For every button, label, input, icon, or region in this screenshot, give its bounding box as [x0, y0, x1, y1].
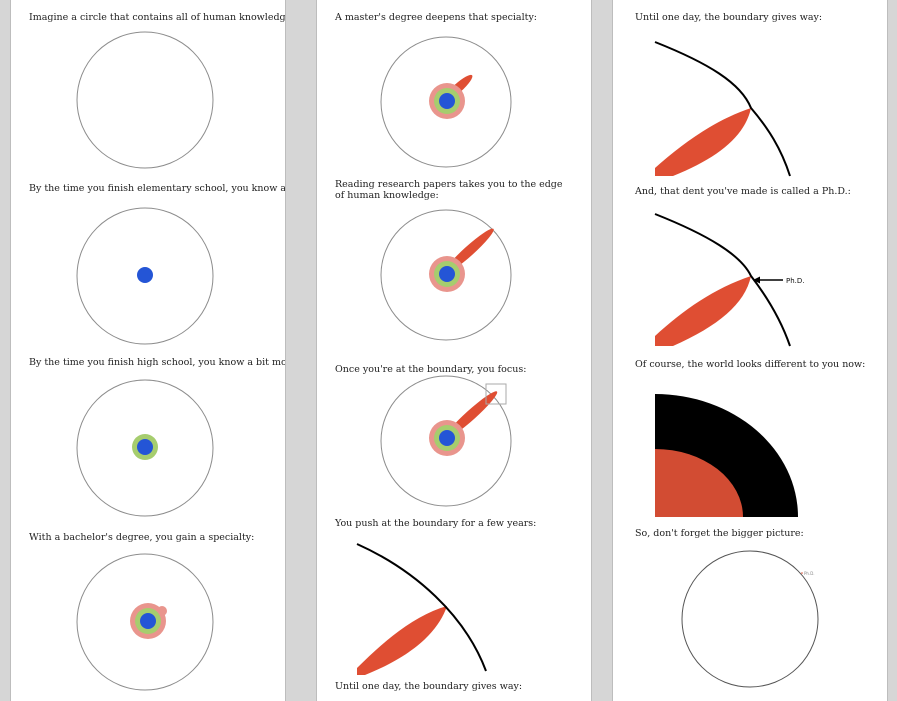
knowledge-circle	[76, 379, 214, 517]
knowledge-boundary	[356, 543, 487, 672]
phd-label: Ph.D.	[786, 277, 805, 285]
elementary-dot	[439, 430, 455, 446]
circle-high-school	[76, 379, 214, 517]
elementary-dot	[140, 613, 156, 629]
caption-high-school: By the time you finish high school, you …	[29, 357, 286, 368]
phd-specialty	[655, 276, 751, 346]
column-3: Until one day, the boundary gives way: A…	[612, 0, 888, 701]
circle-research	[380, 209, 512, 341]
knowledge-circle	[76, 31, 214, 169]
caption-masters: A master's degree deepens that specialty…	[335, 12, 538, 23]
zoom-push	[356, 543, 487, 675]
column-1: Imagine a circle that contains all of hu…	[10, 0, 286, 701]
tiny-phd-dot	[801, 572, 803, 574]
circle-elementary	[76, 207, 214, 345]
knowledge-boundary	[654, 213, 791, 347]
elementary-dot	[439, 266, 455, 282]
knowledge-circle	[380, 209, 512, 341]
knowledge-boundary	[654, 41, 791, 177]
caption-boundary-gives-way: Until one day, the boundary gives way:	[635, 12, 823, 23]
knowledge-circle	[380, 36, 512, 168]
gutter-right	[888, 0, 897, 701]
knowledge-circle	[76, 553, 214, 691]
caption-boundary-gives-way: Until one day, the boundary gives way:	[335, 681, 523, 692]
circle-all-knowledge	[76, 31, 214, 169]
elementary-dot	[137, 267, 153, 283]
caption-elementary: By the time you finish elementary school…	[29, 183, 286, 194]
dent-specialty	[655, 108, 751, 176]
knowledge-circle	[681, 550, 819, 688]
caption-boundary-focus: Once you're at the boundary, you focus:	[335, 364, 527, 375]
zoom-phd: Ph.D.	[654, 213, 805, 347]
gutter-1	[286, 0, 316, 701]
circle-masters	[380, 36, 512, 168]
column-2: A master's degree deepens that specialty…	[316, 0, 592, 701]
caption-push-boundary: You push at the boundary for a few years…	[335, 518, 537, 529]
circle-focus	[380, 375, 512, 507]
circle-bachelors	[76, 553, 214, 691]
push-specialty	[357, 606, 447, 675]
circle-bigger-picture: Ph.D.	[681, 550, 819, 688]
gutter-2	[592, 0, 612, 701]
knowledge-circle	[76, 207, 214, 345]
elementary-dot	[439, 93, 455, 109]
caption-research-papers: Reading research papers takes you to the…	[335, 179, 563, 201]
caption-world-different: Of course, the world looks different to …	[635, 359, 866, 370]
zoom-box	[485, 383, 507, 405]
knowledge-circle	[380, 375, 512, 507]
zoom-dent	[654, 41, 791, 177]
caption-bachelors: With a bachelor's degree, you gain a spe…	[29, 532, 255, 543]
caption-phd-dent: And, that dent you've made is called a P…	[635, 186, 851, 197]
phd-worldview	[655, 394, 798, 517]
gutter-left	[0, 0, 10, 701]
caption-human-knowledge: Imagine a circle that contains all of hu…	[29, 12, 286, 23]
tiny-phd-label: Ph.D.	[804, 571, 815, 576]
elementary-dot	[137, 439, 153, 455]
caption-bigger-picture: So, don't forget the bigger picture:	[635, 528, 804, 539]
phd-red-region	[655, 449, 743, 517]
phd-arrow-head	[753, 276, 760, 284]
